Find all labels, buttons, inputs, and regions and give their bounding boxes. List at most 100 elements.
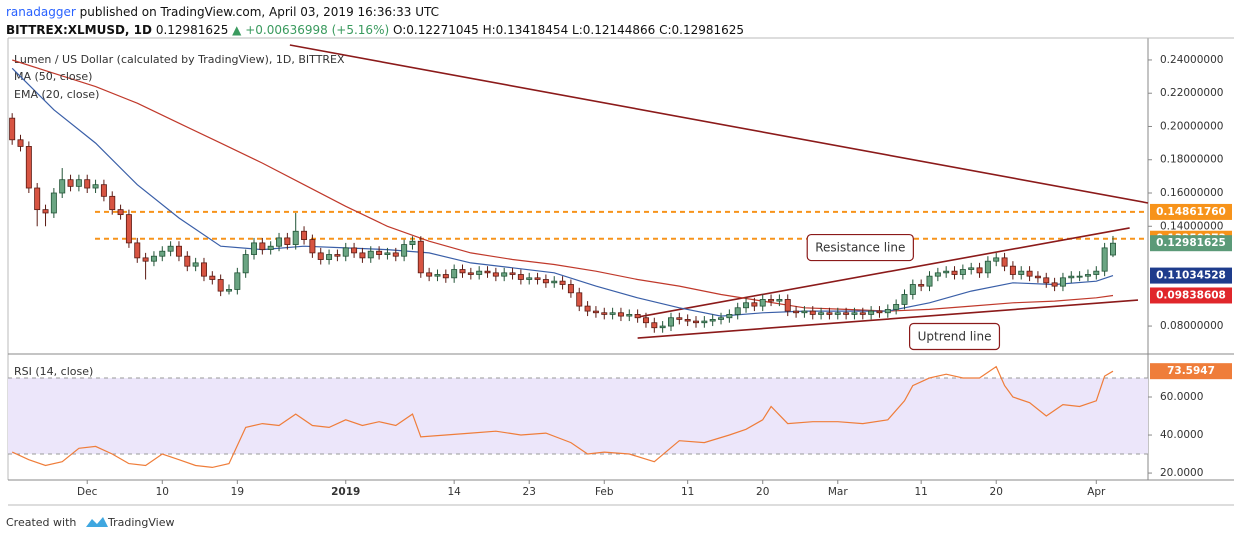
candle-body (934, 272, 941, 277)
candle-body (684, 319, 691, 322)
candle-body (234, 272, 241, 290)
last-price: 0.12981625 (156, 23, 229, 37)
candle-body (826, 312, 833, 315)
candle-body (109, 195, 116, 211)
candle-body (659, 325, 666, 329)
candle-body (226, 289, 232, 292)
candle-body (1001, 257, 1008, 267)
candle-body (709, 319, 716, 322)
trend-line (637, 299, 1139, 339)
candle-body (784, 299, 791, 312)
candle-body (476, 270, 483, 275)
candle-body (1109, 242, 1116, 256)
price-label-box (1150, 235, 1232, 252)
candle-body (918, 284, 925, 287)
candle-body (851, 312, 858, 315)
candle-body (884, 309, 891, 314)
candle-body (993, 257, 1000, 262)
candle-body (59, 179, 66, 194)
candle-body (1034, 275, 1041, 279)
candle-body (943, 270, 950, 274)
candle-body (342, 247, 349, 257)
rsi-line (11, 365, 1114, 469)
price-label: 0.12981625 (1156, 237, 1226, 249)
candle-body (467, 272, 474, 275)
candle-body (768, 299, 775, 302)
candle-body (484, 270, 491, 274)
candle-body (534, 277, 541, 280)
x-tick-label: 2019 (331, 486, 360, 498)
candle-body (159, 250, 166, 257)
trend-line (637, 227, 1130, 318)
legend-entry: MA (50, close) (14, 70, 92, 83)
symbol-line: BITTREX:XLMUSD, 1D 0.12981625 ▲ +0.00636… (6, 23, 744, 37)
candle-body (567, 284, 574, 294)
candle-body (326, 254, 333, 260)
indicator-line (12, 59, 1114, 312)
candle-body (1026, 270, 1033, 277)
candle-body (276, 237, 283, 247)
candle-body (209, 275, 216, 280)
candle-body (968, 267, 975, 270)
candle-body (634, 314, 641, 319)
candle-body (125, 214, 132, 244)
candle-body (584, 305, 591, 312)
candle-body (442, 274, 449, 279)
candle-body (751, 302, 758, 307)
published: published on TradingView.com, April 03, … (80, 5, 439, 19)
candle-body (292, 230, 299, 245)
candle-body (150, 255, 157, 262)
candle-body (42, 209, 49, 214)
candle-body (801, 310, 808, 314)
created-with: Created with (6, 516, 76, 529)
rsi-value-label-box (1150, 363, 1232, 380)
candle-body (459, 269, 466, 274)
x-tick-label: Apr (1087, 486, 1106, 498)
x-tick-label: 19 (231, 486, 244, 498)
trend-line (289, 44, 1149, 204)
ohlc: O:0.12271045 H:0.13418454 L:0.12144866 C… (393, 23, 744, 37)
candle-body (1018, 270, 1025, 275)
candle-body (693, 320, 699, 324)
candle-body (492, 272, 499, 277)
candle-body (592, 310, 599, 314)
candle-body (626, 314, 633, 317)
rsi-band (8, 378, 1148, 455)
annotation-box (806, 233, 914, 262)
candle-body (9, 117, 16, 141)
candle-body (509, 272, 516, 275)
brand[interactable]: TradingView (107, 516, 174, 529)
candle-body (451, 269, 458, 279)
candle-body (1059, 277, 1066, 287)
candle-body (818, 312, 825, 315)
candle-body (17, 139, 24, 147)
x-tick-label: Feb (595, 486, 614, 498)
candle-body (376, 250, 383, 255)
candle-body (1101, 247, 1108, 272)
candle-body (718, 317, 725, 320)
candle-body (334, 254, 341, 257)
y-tick-label: 0.14000000 (1160, 220, 1223, 232)
candle-body (175, 245, 182, 257)
candle-body (409, 240, 416, 245)
x-tick-label: Mar (828, 486, 848, 498)
candle-body (1076, 275, 1083, 278)
price-label: 0.11034528 (1156, 270, 1226, 282)
candle-body (676, 317, 683, 320)
annotation: Uptrend line (918, 330, 992, 344)
candle-body (542, 279, 549, 284)
candle-body (434, 274, 441, 277)
candle-body (551, 280, 558, 284)
candle-body (926, 275, 933, 287)
author[interactable]: ranadagger (6, 5, 76, 19)
price-label: 0.09838608 (1156, 289, 1226, 301)
candle-body (192, 262, 199, 267)
candle-body (1043, 277, 1050, 284)
x-tick-label: 23 (523, 486, 536, 498)
candle-body (559, 280, 566, 285)
candle-body (417, 240, 424, 274)
candle-body (167, 245, 174, 252)
y-tick-label: 0.22000000 (1160, 87, 1223, 99)
logo[interactable] (86, 517, 108, 527)
candle-body (876, 310, 883, 314)
